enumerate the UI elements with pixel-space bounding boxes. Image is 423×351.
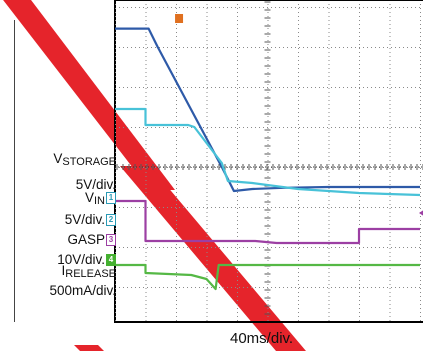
adjacent-panel-edge bbox=[0, 20, 15, 322]
channel-3-badge: 3 bbox=[106, 234, 116, 247]
label-irelease: IRELEASE bbox=[61, 263, 116, 280]
x-axis-label: 40ms/div. bbox=[230, 330, 294, 347]
traces bbox=[115, 27, 421, 291]
scale-vstorage: 5V/div. bbox=[75, 177, 116, 192]
scale-vin: 5V/div. 2 bbox=[65, 213, 116, 227]
trace-gasp bbox=[115, 199, 420, 245]
channel-1-badge: 1 bbox=[106, 192, 116, 205]
markers bbox=[175, 14, 423, 216]
label-gasp: GASP 3 bbox=[67, 233, 116, 247]
trace-vin bbox=[115, 107, 421, 197]
label-vin: VIN 1 bbox=[85, 191, 116, 207]
trace-vstorage bbox=[115, 27, 420, 193]
channel-2-badge: 2 bbox=[106, 214, 116, 227]
scale-irelease: 500mA/div. bbox=[49, 283, 116, 298]
trigger-level-marker bbox=[419, 210, 423, 216]
channel-4-badge: 4 bbox=[106, 254, 116, 267]
trace-irelease bbox=[115, 263, 420, 291]
label-vstorage: VSTORAGE bbox=[53, 151, 116, 168]
trigger-marker bbox=[175, 14, 184, 23]
scale-gasp: 10V/div. 4 bbox=[57, 253, 116, 267]
